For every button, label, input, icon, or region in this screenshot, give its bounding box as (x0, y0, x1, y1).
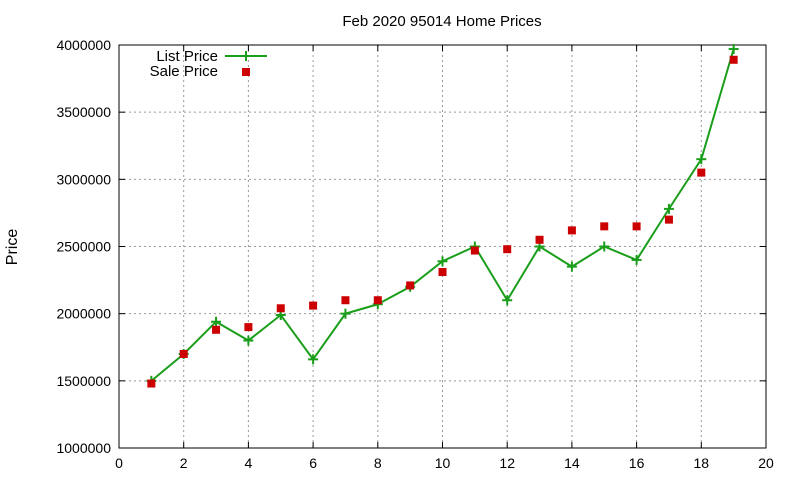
y-tick-label: 1500000 (56, 373, 111, 389)
list-price-point (566, 261, 577, 272)
y-tick-label: 2500000 (56, 239, 111, 255)
sale-price-point (503, 245, 512, 254)
sale-price-point (438, 268, 447, 277)
sale-price-point (697, 168, 706, 177)
x-tick-label: 18 (694, 455, 710, 471)
sale-price-point (147, 379, 156, 388)
list-price-point (243, 335, 254, 346)
list-price-point (663, 203, 674, 214)
sale-price-point (341, 296, 350, 305)
list-price-point (728, 44, 739, 55)
sale-price-point (632, 222, 641, 231)
list-price-point (599, 241, 610, 252)
x-tick-label: 0 (115, 455, 123, 471)
x-tick-label: 12 (499, 455, 515, 471)
y-tick-label: 3000000 (56, 171, 111, 187)
x-tick-label: 8 (374, 455, 382, 471)
list-price-point (631, 254, 642, 265)
list-price-point (502, 295, 513, 306)
sale-price-point (212, 325, 221, 334)
x-tick-label: 14 (564, 455, 580, 471)
sale-price-point (309, 301, 318, 310)
legend-label-list-price: List Price (156, 48, 218, 65)
y-axis-label: Price (4, 229, 21, 266)
series-layer (146, 44, 739, 388)
list-price-point (308, 354, 319, 365)
list-price-point (696, 154, 707, 165)
y-tick-label: 3500000 (56, 104, 111, 120)
y-tick-label: 4000000 (56, 37, 111, 53)
x-tick-label: 4 (245, 455, 253, 471)
sale-price-point (600, 222, 609, 231)
list-price-point (211, 316, 222, 327)
sale-price-point (373, 296, 382, 305)
sale-price-point (244, 323, 253, 332)
legend-marker-sale-price (242, 68, 250, 76)
y-tick-label: 2000000 (56, 306, 111, 322)
axis-ticks: 0 2 4 6 8 10 12 14 16 18 20 1000000 1500000 2000000 25… (56, 37, 774, 471)
sale-price-point (535, 235, 544, 244)
list-price-point (437, 256, 448, 267)
chart-title: Feb 2020 95014 Home Prices (342, 13, 541, 30)
sale-price-point (567, 226, 576, 235)
grid (119, 45, 766, 448)
y-tick-label: 1000000 (56, 440, 111, 456)
x-tick-label: 20 (758, 455, 774, 471)
x-tick-label: 10 (435, 455, 451, 471)
x-tick-label: 6 (309, 455, 317, 471)
sale-price-point (179, 349, 188, 358)
legend-label-sale-price: Sale Price (150, 63, 218, 80)
sale-price-point (470, 246, 479, 255)
sale-price-point (664, 215, 673, 224)
x-tick-label: 2 (180, 455, 188, 471)
sale-price-point (276, 304, 285, 313)
sale-price-point (729, 55, 738, 64)
x-tick-label: 16 (629, 455, 645, 471)
legend-marker-list-price (241, 51, 251, 61)
sale-price-point (406, 281, 415, 290)
list-price-point (340, 308, 351, 319)
